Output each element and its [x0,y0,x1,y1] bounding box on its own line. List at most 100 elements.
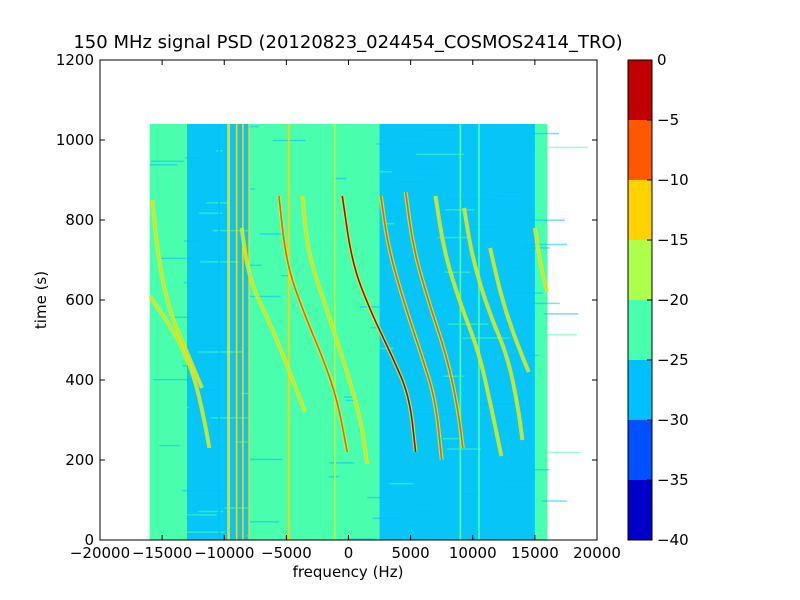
noise-speckle [506,420,524,423]
doppler-trace [151,199,203,389]
noise-speckle [463,226,501,228]
noise-speckle [235,441,259,443]
noise-speckle [392,205,416,208]
x-tick-label: 5000 [392,544,430,562]
plot-area [148,124,589,540]
noise-speckle [343,396,353,398]
noise-speckle [314,340,343,343]
x-axis: −20000 −15000 −10000 −5000 0 5000 10000 15000 20… [70,60,621,562]
y-tick-label: 1000 [56,131,94,149]
noise-speckle [246,188,256,190]
noise-speckle [526,132,560,135]
noise-speckle [328,462,355,464]
noise-speckle [502,247,550,249]
noise-speckle [331,344,381,346]
noise-speckle [283,216,314,218]
noise-speckle [442,437,461,440]
noise-speckle [409,479,422,481]
x-axis-label: frequency (Hz) [293,563,404,581]
x-tick-label: 10000 [449,544,497,562]
noise-speckle [543,333,578,336]
noise-speckle [443,375,465,377]
noise-speckle [270,361,279,364]
noise-speckle [416,503,436,506]
noise-speckle [534,451,582,454]
doppler-trace [149,295,211,449]
noise-speckle [149,164,178,166]
doppler-trace [301,195,368,465]
colorbar-tick-label: −25 [657,351,689,369]
x-tick-label: −10000 [194,544,254,562]
noise-speckle [345,250,362,253]
noise-speckle [259,233,282,235]
y-tick-label: 800 [65,211,94,229]
x-tick-label: 15000 [511,544,559,562]
noise-speckle [292,368,303,371]
noise-speckle [437,236,470,239]
noise-speckle [161,257,191,260]
doppler-trace [380,195,443,461]
x-tick-label: −5000 [261,544,312,562]
noise-speckle [246,534,273,537]
noise-speckle [324,358,348,360]
doppler-trace [489,247,530,373]
x-tick-label: 20000 [573,544,621,562]
noise-speckle [326,320,371,322]
colorbar-segment [628,480,652,540]
noise-band [522,124,535,540]
doppler-trace [278,195,349,453]
doppler-trace [463,207,524,441]
noise-speckle [159,444,180,447]
noise-speckle [456,493,479,495]
noise-speckle [509,354,540,357]
noise-speckle [315,285,361,287]
noise-speckle [462,337,509,339]
noise-speckle [197,351,243,353]
noise-speckle [152,434,175,436]
colorbar-segment [628,360,652,420]
chart-title: 150 MHz signal PSD (20120823_024454_COSM… [73,32,622,53]
noise-speckle [543,313,579,315]
noise-speckle [287,184,337,187]
y-axis: 0 200 400 600 800 1000 1200 [56,51,597,549]
noise-speckle [411,524,421,527]
colorbar-segment [628,180,652,240]
y-tick-label: 600 [65,291,94,309]
y-tick-label: 1200 [56,51,94,69]
colorbar-segment [628,240,652,300]
noise-speckle [241,392,261,395]
colorbar-tick-label: −35 [657,471,689,489]
noise-speckle [193,382,221,384]
noise-speckle [446,448,481,450]
noise-speckle [242,295,281,298]
noise-speckle [372,517,400,520]
noise-speckle [479,410,494,412]
noise-speckle [153,378,193,381]
noise-speckle [170,316,193,319]
noise-band [186,124,250,540]
noise-speckle [198,212,223,215]
noise-speckle [151,160,185,163]
y-axis-label: time (s) [32,271,50,329]
colorbar: 0 −5 −10 −15 −20 −25 −30 −35 −40 [627,51,689,549]
noise-speckle [418,309,433,312]
noise-speckle [344,538,376,540]
noise-speckle [382,222,395,225]
colorbar-segment [628,60,652,120]
noise-speckle [184,157,205,159]
noise-speckle [204,389,218,391]
noise-speckle [247,125,259,128]
doppler-traces [148,191,550,465]
y-tick-label: 400 [65,371,94,389]
doppler-trace [434,195,503,457]
noise-speckle [507,268,519,270]
noise-speckle [249,278,274,280]
noise-speckle [243,458,283,461]
noise-speckle [389,482,414,485]
noise-speckle [181,489,228,492]
noise-speckle [183,281,197,284]
noise-speckle [501,486,528,488]
colorbar-segment [628,300,652,360]
colorbar-segment [628,420,652,480]
noise-speckle [257,455,297,457]
